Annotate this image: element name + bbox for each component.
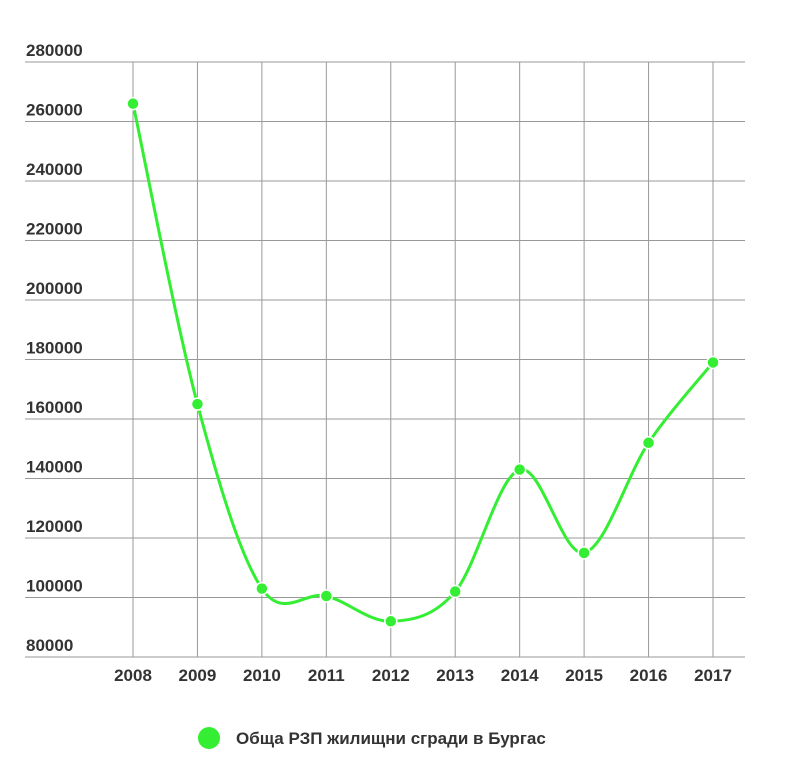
y-tick-label: 200000: [26, 279, 83, 298]
y-tick-label: 100000: [26, 577, 83, 596]
y-tick-label: 140000: [26, 458, 83, 477]
point: [512, 462, 527, 477]
point: [190, 397, 205, 411]
x-tick-label: 2011: [308, 666, 345, 685]
legend-label: Обща РЗП жилищни сгради в Бургас: [236, 729, 546, 748]
point: [641, 436, 656, 450]
x-tick-label: 2012: [372, 666, 410, 685]
y-tick-label: 180000: [26, 339, 83, 358]
y-tick-label: 160000: [26, 398, 83, 417]
point: [384, 614, 398, 629]
x-tick-label: 2015: [565, 666, 603, 685]
x-tick-label: 2009: [179, 666, 217, 685]
y-tick-label: 240000: [26, 160, 83, 179]
y-tick-label: 120000: [26, 517, 83, 536]
x-tick-label: 2010: [243, 666, 281, 685]
y-tick-label: 280000: [26, 41, 83, 60]
point: [319, 589, 334, 603]
point: [255, 581, 269, 596]
legend-marker: [198, 727, 220, 749]
x-tick-label: 2013: [436, 666, 474, 685]
point: [577, 546, 591, 560]
x-tick-label: 2014: [501, 666, 539, 685]
point: [126, 96, 140, 111]
x-tick-label: 2017: [694, 666, 732, 685]
point: [448, 584, 462, 599]
x-tick-label: 2016: [630, 666, 668, 685]
x-tick-label: 2008: [114, 666, 152, 685]
point: [706, 355, 720, 370]
y-tick-label: 220000: [26, 220, 83, 239]
y-tick-label: 260000: [26, 101, 83, 120]
y-tick-label: 80000: [26, 636, 73, 655]
